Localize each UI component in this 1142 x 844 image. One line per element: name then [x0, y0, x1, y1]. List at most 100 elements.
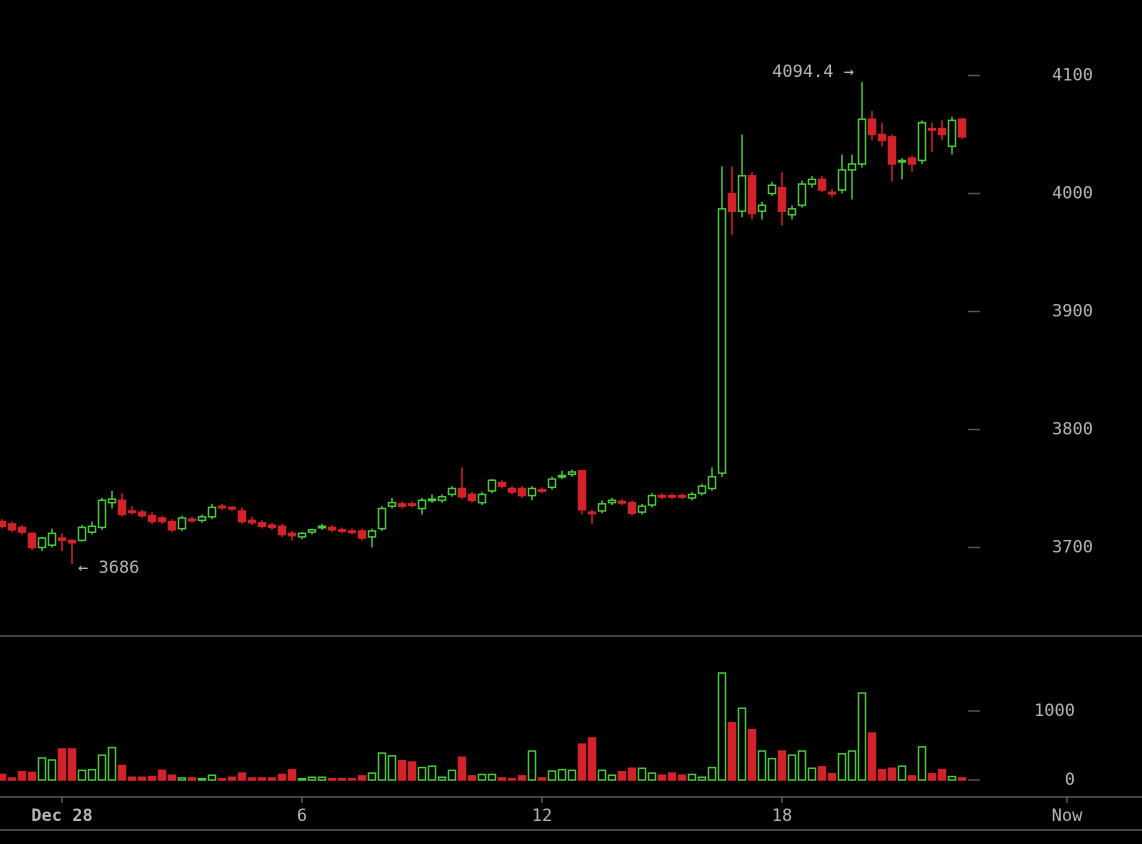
volume-bar	[747, 728, 757, 781]
candle-body	[857, 118, 867, 165]
volume-bar	[227, 776, 237, 781]
volume-bar	[477, 773, 487, 781]
volume-bar	[507, 777, 517, 781]
volume-bar	[677, 774, 687, 781]
volume-bar	[307, 776, 317, 781]
candle-body	[467, 493, 477, 502]
volume-bar	[357, 775, 367, 781]
volume-bar	[467, 775, 477, 781]
volume-bar	[777, 750, 787, 781]
volume-bar	[127, 776, 137, 781]
candle-body	[627, 501, 637, 515]
volume-bar	[737, 707, 747, 781]
volume-bar	[707, 766, 717, 781]
volume-bar	[627, 767, 637, 781]
candle-body	[147, 514, 157, 523]
candle-body	[347, 530, 357, 534]
candle-body	[257, 521, 267, 528]
volume-bar	[197, 777, 207, 781]
volume-bar	[327, 777, 337, 781]
candle-body	[567, 471, 577, 476]
candle-body	[897, 159, 907, 163]
volume-bar	[157, 769, 167, 781]
candle-body	[57, 537, 67, 542]
volume-bar	[317, 776, 327, 781]
candle-body	[667, 494, 677, 498]
volume-bar	[277, 773, 287, 781]
volume-bar	[287, 768, 297, 781]
volume-bar	[137, 776, 147, 781]
volume-bar	[547, 770, 557, 781]
candle-body	[637, 505, 647, 513]
candle-body	[497, 481, 507, 487]
volume-bar	[607, 774, 617, 781]
volume-bar	[347, 777, 357, 781]
candle-body	[197, 516, 207, 522]
candle-body	[787, 208, 797, 216]
candle-body	[507, 487, 517, 493]
candle-body	[277, 525, 287, 536]
candle-body	[227, 506, 237, 510]
volume-bar	[7, 777, 17, 781]
candle-body	[947, 119, 957, 148]
x-tick-label: Now	[1052, 806, 1083, 826]
volume-bar	[587, 737, 597, 781]
volume-bar	[647, 772, 657, 781]
y-tick-label: 3900	[1052, 302, 1093, 322]
candle-body	[167, 520, 177, 531]
y-tick-label: 4100	[1052, 66, 1093, 86]
volume-bar	[577, 743, 587, 781]
volume-bar	[17, 770, 27, 781]
candle-body	[597, 503, 607, 512]
volume-bar	[27, 771, 37, 781]
volume-bar	[57, 748, 67, 781]
volume-bar	[877, 768, 887, 781]
volume-bar	[167, 774, 177, 781]
volume-bar	[957, 777, 967, 781]
candle-body	[327, 526, 337, 531]
volume-bar	[887, 767, 897, 781]
volume-bar	[847, 750, 857, 781]
volume-bar	[907, 775, 917, 781]
volume-bar	[827, 773, 837, 781]
candle-body	[457, 487, 467, 498]
volume-bar	[757, 750, 767, 781]
candle-body	[237, 510, 247, 523]
candle-body	[937, 127, 947, 136]
volume-bar	[187, 777, 197, 781]
volume-bar	[867, 732, 877, 781]
volume-bar	[897, 765, 907, 781]
candle-body	[727, 192, 737, 212]
candle-body	[17, 526, 27, 533]
volume-bar	[387, 755, 397, 781]
volume-bar	[447, 769, 457, 781]
candle-body	[407, 503, 417, 507]
volume-bar	[557, 768, 567, 781]
y-tick-label: 0	[1065, 770, 1075, 790]
volume-bar	[917, 746, 927, 781]
volume-bar	[427, 765, 437, 781]
volume-bar	[117, 764, 127, 781]
x-tick-label: 18	[772, 806, 792, 826]
candle-body	[797, 183, 807, 207]
candle-body	[587, 511, 597, 515]
volume-bar	[237, 772, 247, 781]
candle-body	[737, 175, 747, 212]
volume-bar	[487, 773, 497, 781]
candle-body	[777, 186, 787, 212]
candle-body	[37, 537, 47, 549]
candle-body	[107, 498, 117, 504]
volume-bar	[497, 777, 507, 781]
candle-body	[307, 529, 317, 533]
volume-bar	[817, 766, 827, 781]
candle-body	[827, 191, 837, 195]
candle-body	[707, 475, 717, 490]
volume-bar	[397, 759, 407, 781]
volume-bar	[767, 757, 777, 781]
y-tick-label: 1000	[1034, 701, 1075, 721]
candle-body	[747, 175, 757, 215]
candle-body	[517, 487, 527, 497]
candle-body	[487, 479, 497, 492]
y-tick-label: 4000	[1052, 184, 1093, 204]
